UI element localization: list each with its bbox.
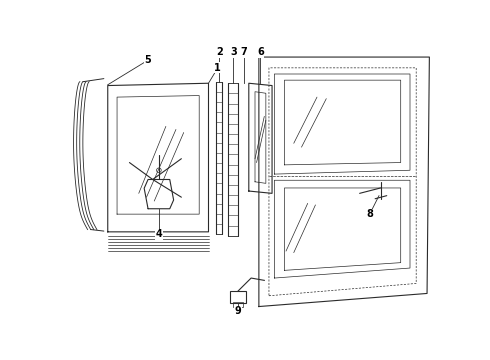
Text: 4: 4 — [155, 229, 162, 239]
Text: 6: 6 — [257, 48, 264, 58]
Text: 5: 5 — [145, 55, 151, 65]
Text: 1: 1 — [215, 63, 221, 73]
Bar — [230, 291, 245, 303]
Text: 2: 2 — [216, 48, 223, 58]
Text: 7: 7 — [241, 48, 247, 58]
Bar — [233, 302, 244, 307]
Text: 3: 3 — [230, 48, 237, 58]
Text: 9: 9 — [235, 306, 241, 316]
Text: 8: 8 — [366, 209, 373, 219]
